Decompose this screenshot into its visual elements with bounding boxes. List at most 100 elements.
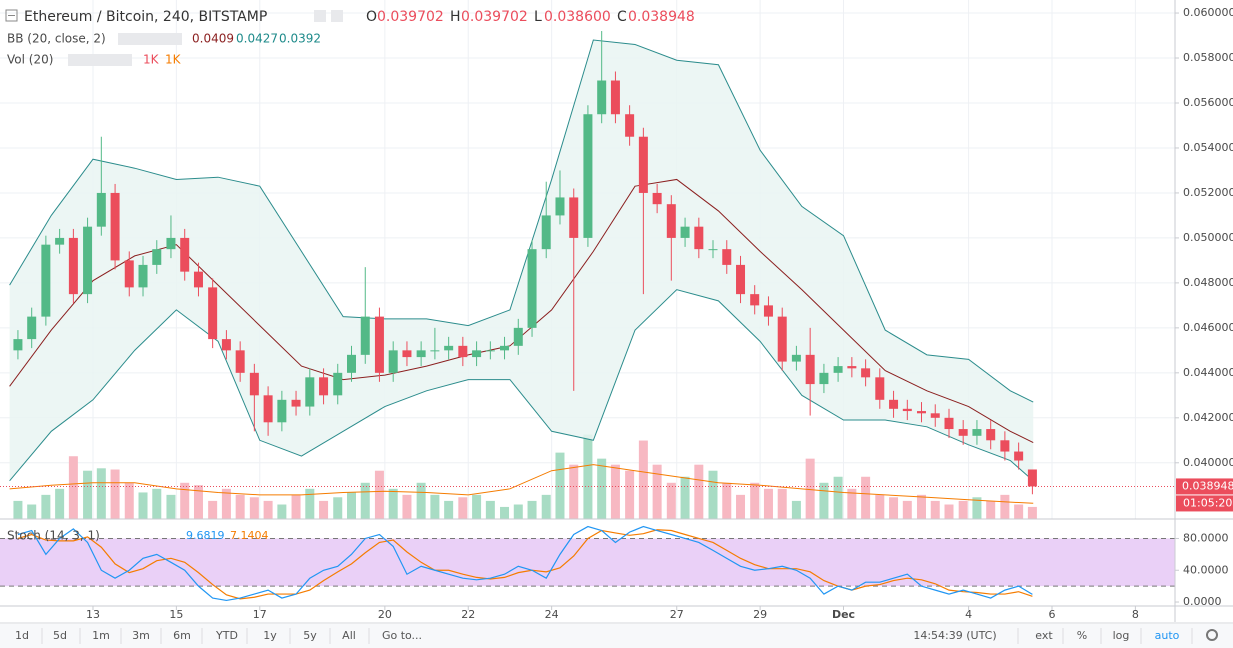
volume-bar: [472, 494, 482, 519]
volume-bar: [221, 488, 231, 519]
log-button[interactable]: log: [1113, 629, 1130, 642]
range-button[interactable]: 3m: [132, 629, 150, 642]
candle-body: [652, 192, 662, 205]
volume-bar: [652, 464, 662, 519]
x-tick-label: 4: [965, 608, 972, 621]
volume-bar: [541, 494, 551, 519]
volume-bar: [875, 494, 885, 519]
symbol-title: Ethereum / Bitcoin, 240, BITSTAMP: [24, 9, 267, 25]
stoch-k-value: 9.6819: [186, 529, 225, 542]
candle-body: [708, 249, 718, 251]
candle-body: [638, 136, 648, 193]
candle-body: [986, 429, 996, 441]
chart-header: Ethereum / Bitcoin, 240, BITSTAMP O 0.03…: [5, 9, 695, 543]
vol-ma-value: 1K: [165, 53, 182, 67]
range-button[interactable]: All: [342, 629, 356, 642]
volume-bar: [666, 482, 676, 519]
candle-body: [319, 377, 329, 396]
bb-lower-value: 0.0392: [279, 32, 321, 46]
range-button[interactable]: 5y: [303, 629, 317, 642]
candle-body: [1014, 451, 1024, 461]
x-tick-label: 6: [1048, 608, 1055, 621]
candle-body: [110, 192, 120, 261]
y-tick-label: 0.040000: [1183, 456, 1233, 469]
candle-body: [458, 345, 468, 358]
candle-body: [180, 237, 190, 272]
volume-bar: [249, 497, 259, 519]
range-button[interactable]: 6m: [173, 629, 191, 642]
x-tick-label: 24: [545, 608, 559, 621]
x-tick-label: 27: [670, 608, 684, 621]
candle-body: [124, 260, 134, 288]
volume-bar: [527, 500, 537, 519]
candle-body: [305, 377, 315, 407]
toolbar-background: [0, 624, 1233, 648]
settings-button[interactable]: [1206, 629, 1218, 641]
eye-icon[interactable]: [314, 10, 326, 22]
volume-bar: [235, 494, 245, 519]
x-tick-label: 29: [753, 608, 767, 621]
volume-bar: [402, 494, 412, 519]
candle-body: [13, 339, 23, 351]
ext-button[interactable]: ext: [1035, 629, 1053, 642]
candle-body: [374, 316, 384, 373]
last-price-tag: [1176, 478, 1233, 495]
volume-bar: [583, 434, 593, 519]
volume-bar: [277, 504, 287, 519]
volume-bar: [430, 494, 440, 519]
volume-bar: [680, 476, 690, 519]
volume-bar: [138, 492, 148, 519]
x-tick-label: 22: [461, 608, 475, 621]
candle-body: [1027, 469, 1037, 487]
collapse-icon[interactable]: [5, 9, 18, 22]
volume-bar: [333, 497, 343, 519]
volume-bar: [916, 494, 926, 519]
volume-bar: [889, 497, 899, 519]
ohlc-value: 0.038948: [628, 9, 695, 25]
candle-body: [930, 413, 940, 418]
percent-button[interactable]: %: [1077, 629, 1087, 642]
y-tick-label: 0.052000: [1183, 186, 1233, 199]
stoch-tick-label: 0.0000: [1183, 595, 1222, 608]
bb-label: BB (20, close, 2): [7, 32, 106, 46]
settings-icon[interactable]: [331, 10, 343, 22]
candle-body: [500, 345, 510, 351]
volume-bar: [750, 482, 760, 519]
candle-body: [152, 249, 162, 265]
countdown-tag: [1176, 495, 1233, 512]
volume-bar: [388, 488, 398, 519]
volume-ma-line: [9, 464, 1034, 504]
candle-body: [388, 350, 398, 373]
candle-body: [583, 114, 593, 238]
candle-body: [833, 366, 843, 373]
y-tick-label: 0.044000: [1183, 366, 1233, 379]
candle-body: [221, 339, 231, 351]
indicator-icons[interactable]: [118, 33, 182, 45]
bb-lower-line: [9, 289, 1034, 482]
range-button[interactable]: YTD: [215, 629, 238, 642]
candle-body: [944, 417, 954, 430]
range-button[interactable]: 1y: [263, 629, 277, 642]
volume-bar: [708, 470, 718, 519]
volume-bar: [791, 500, 801, 519]
range-button[interactable]: 1d: [15, 629, 29, 642]
goto-button[interactable]: Go to...: [382, 629, 422, 642]
ohlc-letter: C: [617, 9, 627, 25]
volume-bar: [555, 452, 565, 519]
candle-body: [569, 197, 579, 238]
volume-bar: [416, 482, 426, 519]
range-button[interactable]: 1m: [92, 629, 110, 642]
candle-body: [750, 294, 760, 306]
auto-button[interactable]: auto: [1155, 629, 1180, 642]
volume-bar: [152, 488, 162, 519]
bb-upper-value: 0.0427: [236, 32, 278, 46]
candle-body: [291, 399, 301, 407]
y-tick-label: 0.046000: [1183, 321, 1233, 334]
candle-body: [485, 350, 495, 352]
range-button[interactable]: 5d: [53, 629, 67, 642]
volume-bar: [305, 488, 315, 519]
candle-body: [541, 215, 551, 250]
indicator-icons[interactable]: [68, 54, 132, 66]
volume-bar: [27, 504, 37, 519]
candle-body: [277, 399, 287, 423]
